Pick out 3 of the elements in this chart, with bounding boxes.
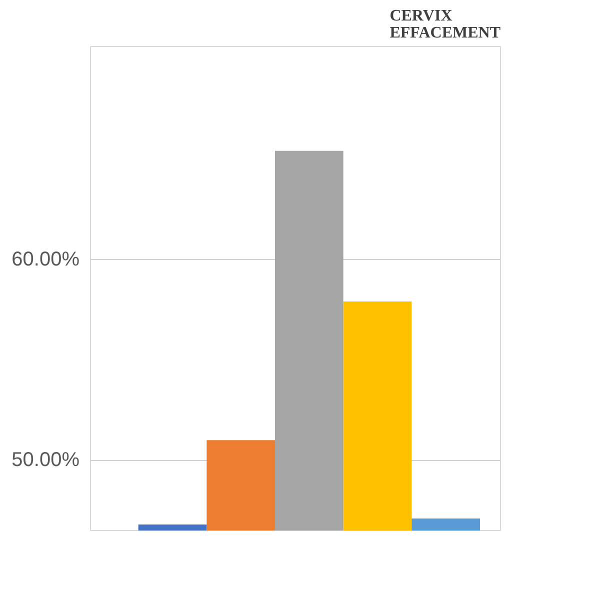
chart-title: CERVIX EFFACEMENT [390,8,501,42]
y-tick-label: 50.00% [12,449,80,472]
y-tick-label: 60.00% [12,248,80,270]
